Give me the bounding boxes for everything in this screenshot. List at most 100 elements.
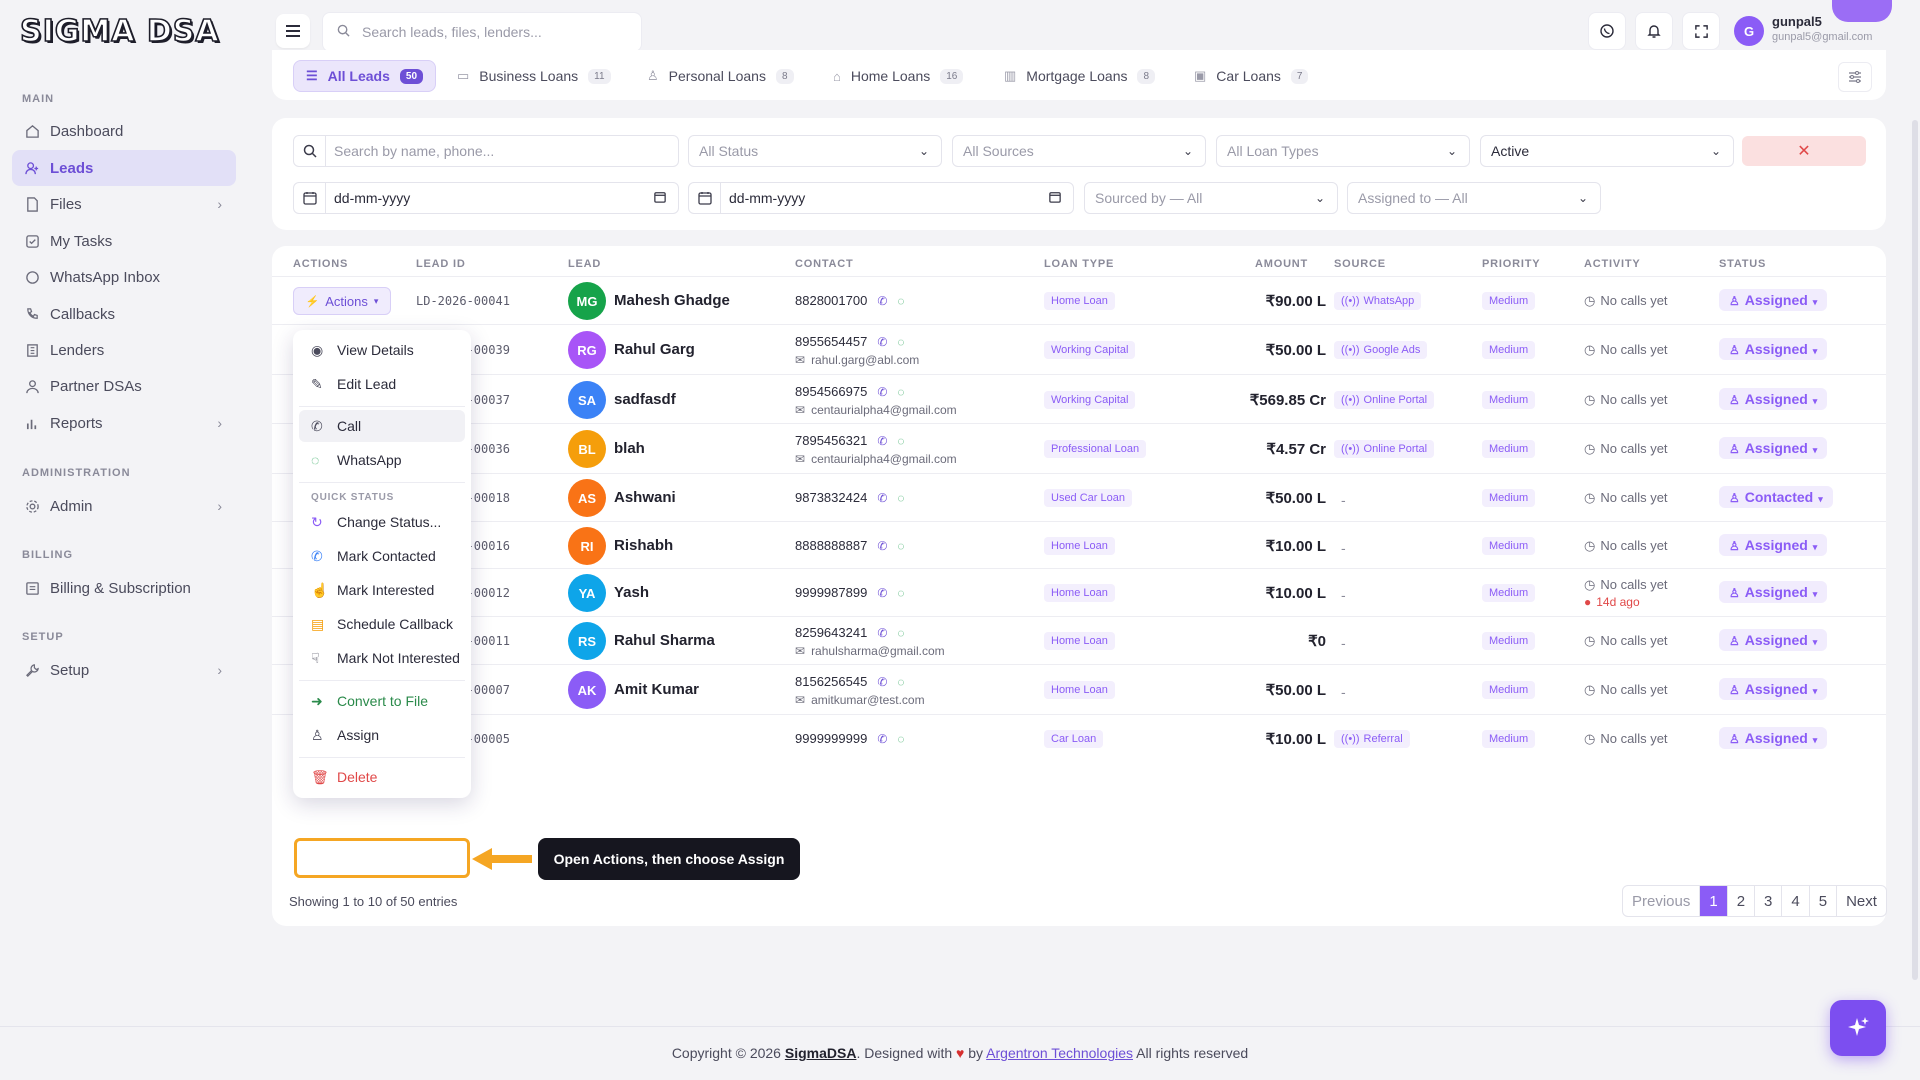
sidebar-item-lenders[interactable]: Lenders bbox=[12, 332, 236, 368]
page-button[interactable]: 5 bbox=[1810, 886, 1838, 916]
table-row[interactable]: ⚡Actions▾LD-2026-00007AKAmit Kumar815625… bbox=[272, 664, 1886, 714]
whatsapp-icon[interactable]: ◌ bbox=[897, 293, 905, 308]
menu-item-delete[interactable]: 🗑 Delete bbox=[299, 761, 465, 793]
previous-page-button[interactable]: Previous bbox=[1623, 886, 1701, 916]
table-row[interactable]: ⚡Actions▾LD-2026-00011RSRahul Sharma8259… bbox=[272, 616, 1886, 664]
column-header[interactable]: LOAN TYPE bbox=[1044, 258, 1115, 270]
menu-item-schedule-callback[interactable]: ▤ Schedule Callback bbox=[299, 608, 465, 640]
call-icon[interactable]: ✆ bbox=[877, 585, 888, 600]
status-dropdown[interactable]: ♙ Contacted ▾ bbox=[1719, 486, 1833, 508]
tab-car-loans[interactable]: ▣ Car Loans 7 bbox=[1182, 60, 1320, 92]
call-icon[interactable]: ✆ bbox=[877, 490, 888, 505]
lead-name[interactable]: sadfasdf bbox=[614, 391, 676, 408]
footer-brand-link[interactable]: SigmaDSA bbox=[784, 1045, 857, 1061]
whatsapp-button[interactable] bbox=[1588, 12, 1626, 50]
tab-business-loans[interactable]: ▭ Business Loans 11 bbox=[445, 60, 623, 92]
lead-name[interactable]: Ashwani bbox=[614, 489, 676, 506]
column-header[interactable]: STATUS bbox=[1719, 258, 1767, 270]
user-avatar[interactable]: G bbox=[1734, 16, 1764, 46]
sidebar-item-whatsapp-inbox[interactable]: WhatsApp Inbox bbox=[12, 259, 236, 295]
page-scrollbar[interactable] bbox=[1912, 120, 1918, 980]
table-row[interactable]: ⚡Actions▾LD-2026-00037SAsadfasdf89545669… bbox=[272, 374, 1886, 423]
sourced-by-select[interactable]: Sourced by — All ⌄ bbox=[1084, 182, 1338, 214]
column-header[interactable]: PRIORITY bbox=[1482, 258, 1541, 270]
table-row[interactable]: ⚡Actions▾LD-2026-00012YAYash9999987899✆◌… bbox=[272, 568, 1886, 616]
calendar-icon[interactable] bbox=[654, 191, 666, 206]
table-row[interactable]: ⚡Actions▾LD-2026-000059999999999✆◌Car Lo… bbox=[272, 714, 1886, 762]
table-row[interactable]: ⚡Actions▾LD-2026-00016RIRishabh888888888… bbox=[272, 521, 1886, 568]
lead-name[interactable]: Rahul Sharma bbox=[614, 632, 715, 649]
call-icon[interactable]: ✆ bbox=[877, 384, 888, 399]
date-from-input[interactable]: dd-mm-yyyy bbox=[293, 182, 679, 214]
whatsapp-icon[interactable]: ◌ bbox=[897, 731, 905, 746]
page-button[interactable]: 2 bbox=[1728, 886, 1756, 916]
status-dropdown[interactable]: ♙ Assigned ▾ bbox=[1719, 727, 1828, 749]
sidebar-item-dashboard[interactable]: Dashboard bbox=[12, 113, 236, 149]
menu-item-whatsapp[interactable]: ◌ WhatsApp bbox=[299, 444, 465, 476]
page-button[interactable]: 4 bbox=[1782, 886, 1810, 916]
status-dropdown[interactable]: ♙ Assigned ▾ bbox=[1719, 534, 1828, 556]
status-select[interactable]: All Status ⌄ bbox=[688, 135, 942, 167]
column-header[interactable]: SOURCE bbox=[1334, 258, 1386, 270]
menu-item-mark-interested[interactable]: ☝ Mark Interested bbox=[299, 574, 465, 606]
assigned-to-select[interactable]: Assigned to — All ⌄ bbox=[1347, 182, 1601, 214]
whatsapp-icon[interactable]: ◌ bbox=[897, 433, 905, 448]
status-dropdown[interactable]: ♙ Assigned ▾ bbox=[1719, 678, 1828, 700]
menu-item-assign[interactable]: ♙ Assign bbox=[299, 719, 465, 751]
lead-name[interactable]: Amit Kumar bbox=[614, 681, 700, 698]
hamburger-menu-button[interactable] bbox=[276, 14, 310, 48]
page-button[interactable]: 1 bbox=[1700, 886, 1728, 916]
call-icon[interactable]: ✆ bbox=[877, 625, 888, 640]
column-header[interactable]: LEAD ID bbox=[416, 258, 466, 270]
status-dropdown[interactable]: ♙ Assigned ▾ bbox=[1719, 338, 1828, 360]
sidebar-item-reports[interactable]: Reports › bbox=[12, 405, 236, 441]
date-to-input[interactable]: dd-mm-yyyy bbox=[688, 182, 1074, 214]
call-icon[interactable]: ✆ bbox=[877, 674, 888, 689]
whatsapp-icon[interactable]: ◌ bbox=[897, 384, 905, 399]
table-row[interactable]: ⚡ Actions ▾ LD-2026-00041 MG Mahesh Ghadge 882… bbox=[272, 276, 1886, 324]
menu-item-view-details[interactable]: ◉ View Details bbox=[299, 334, 465, 366]
clear-filters-button[interactable]: ✕ bbox=[1742, 136, 1866, 166]
column-header[interactable]: AMOUNT bbox=[1255, 258, 1309, 270]
whatsapp-icon[interactable]: ◌ bbox=[897, 334, 905, 349]
user-name[interactable]: gunpal5 bbox=[1772, 14, 1822, 29]
menu-item-mark-not-interested[interactable]: ☟ Mark Not Interested bbox=[299, 642, 465, 674]
sidebar-item-my-tasks[interactable]: My Tasks bbox=[12, 223, 236, 259]
lead-name[interactable]: Yash bbox=[614, 584, 650, 601]
whatsapp-icon[interactable]: ◌ bbox=[897, 585, 905, 600]
footer-company-link[interactable]: Argentron Technologies bbox=[986, 1045, 1133, 1061]
tab-home-loans[interactable]: ⌂ Home Loans 16 bbox=[821, 60, 975, 92]
lead-search-input[interactable]: Search by name, phone... bbox=[293, 135, 679, 167]
call-icon[interactable]: ✆ bbox=[877, 293, 888, 308]
menu-item-edit-lead[interactable]: ✎ Edit Lead bbox=[299, 368, 465, 400]
next-page-button[interactable]: Next bbox=[1846, 892, 1877, 910]
actions-button[interactable]: ⚡ Actions ▾ bbox=[293, 287, 391, 315]
menu-item-mark-contacted[interactable]: ✆ Mark Contacted bbox=[299, 540, 465, 572]
brand-logo[interactable]: SIGMA DSA bbox=[19, 13, 220, 50]
sources-select[interactable]: All Sources ⌄ bbox=[952, 135, 1206, 167]
sidebar-item-partner-dsas[interactable]: Partner DSAs bbox=[12, 368, 236, 404]
menu-item-call[interactable]: ✆ Call bbox=[299, 410, 465, 442]
active-select[interactable]: Active ⌄ bbox=[1480, 135, 1734, 167]
status-dropdown[interactable]: ♙ Assigned ▾ bbox=[1719, 289, 1828, 311]
tab-personal-loans[interactable]: ♙ Personal Loans 8 bbox=[635, 60, 806, 92]
sidebar-item-files[interactable]: Files › bbox=[12, 186, 236, 222]
sidebar-item-billing[interactable]: Billing & Subscription bbox=[12, 570, 236, 606]
menu-item-change-status[interactable]: ↻ Change Status... bbox=[299, 506, 465, 538]
status-dropdown[interactable]: ♙ Assigned ▾ bbox=[1719, 581, 1828, 603]
lead-id[interactable]: LD-2026-00041 bbox=[416, 294, 510, 308]
whatsapp-icon[interactable]: ◌ bbox=[897, 490, 905, 505]
table-row[interactable]: ⚡Actions▾LD-2026-00036BLblah7895456321✆◌… bbox=[272, 423, 1886, 473]
calendar-icon[interactable] bbox=[1049, 191, 1061, 206]
sidebar-item-callbacks[interactable]: Callbacks bbox=[12, 296, 236, 332]
page-button[interactable]: 3 bbox=[1755, 886, 1783, 916]
table-row[interactable]: ⚡Actions▾LD-2026-00039RGRahul Garg895565… bbox=[272, 324, 1886, 374]
lead-name[interactable]: Rishabh bbox=[614, 537, 674, 554]
call-icon[interactable]: ✆ bbox=[877, 334, 888, 349]
column-settings-button[interactable] bbox=[1838, 62, 1872, 92]
tab-mortgage-loans[interactable]: ▥ Mortgage Loans 8 bbox=[992, 60, 1167, 92]
lead-name[interactable]: Rahul Garg bbox=[614, 341, 695, 358]
tab-all-leads[interactable]: ☰ All Leads 50 bbox=[293, 60, 437, 92]
menu-item-convert-to-file[interactable]: ➜ Convert to File bbox=[299, 685, 465, 717]
call-icon[interactable]: ✆ bbox=[877, 538, 888, 553]
